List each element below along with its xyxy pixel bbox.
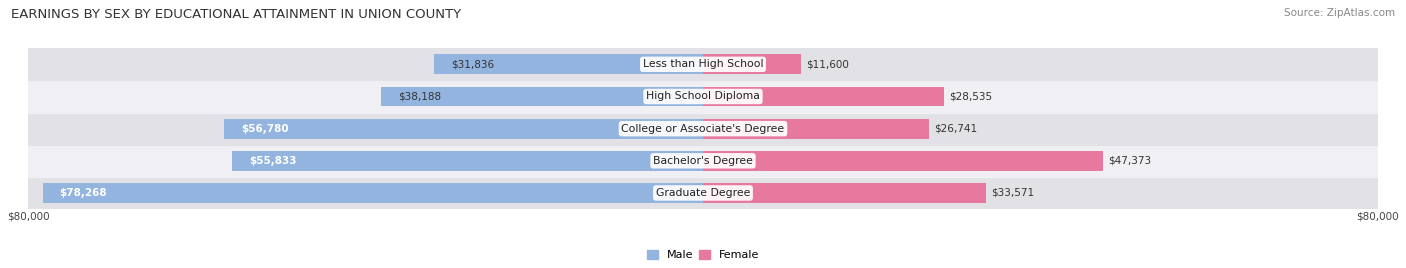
- Bar: [434, 54, 703, 74]
- Bar: [703, 54, 801, 74]
- Text: $38,188: $38,188: [398, 91, 441, 102]
- Text: $47,373: $47,373: [1108, 156, 1152, 166]
- Bar: [28, 80, 1378, 113]
- Text: $55,833: $55,833: [249, 156, 297, 166]
- Text: $31,836: $31,836: [451, 59, 495, 69]
- Text: $56,780: $56,780: [240, 124, 288, 134]
- Text: $11,600: $11,600: [806, 59, 849, 69]
- Text: Source: ZipAtlas.com: Source: ZipAtlas.com: [1284, 8, 1395, 18]
- Text: Bachelor's Degree: Bachelor's Degree: [652, 156, 754, 166]
- Text: EARNINGS BY SEX BY EDUCATIONAL ATTAINMENT IN UNION COUNTY: EARNINGS BY SEX BY EDUCATIONAL ATTAINMEN…: [11, 8, 461, 21]
- Bar: [232, 151, 703, 171]
- Bar: [28, 48, 1378, 80]
- Bar: [703, 119, 928, 139]
- Text: $33,571: $33,571: [991, 188, 1035, 198]
- Bar: [703, 183, 986, 203]
- Bar: [703, 87, 943, 106]
- Bar: [28, 177, 1378, 209]
- Legend: Male, Female: Male, Female: [643, 245, 763, 265]
- Text: $28,535: $28,535: [949, 91, 993, 102]
- Bar: [42, 183, 703, 203]
- Text: $26,741: $26,741: [934, 124, 977, 134]
- Text: Less than High School: Less than High School: [643, 59, 763, 69]
- Bar: [28, 145, 1378, 177]
- Bar: [224, 119, 703, 139]
- Text: $78,268: $78,268: [59, 188, 107, 198]
- Bar: [28, 113, 1378, 145]
- Text: High School Diploma: High School Diploma: [647, 91, 759, 102]
- Bar: [381, 87, 703, 106]
- Text: Graduate Degree: Graduate Degree: [655, 188, 751, 198]
- Text: College or Associate's Degree: College or Associate's Degree: [621, 124, 785, 134]
- Bar: [703, 151, 1102, 171]
